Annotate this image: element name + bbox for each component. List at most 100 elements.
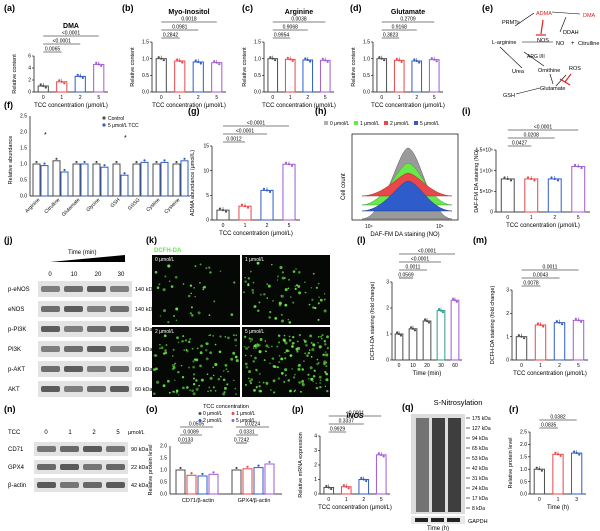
bar <box>284 58 296 93</box>
western-blot-n: TCC 0 1 2 5 μmol/L CD71 90 kDa GPX4 22 kDa β… <box>8 430 149 492</box>
x-tick-label: 0 <box>538 497 541 503</box>
x-tick-label: 0 <box>222 223 225 229</box>
p-value-label: 0.2842 <box>163 33 179 39</box>
data-point <box>413 58 416 61</box>
y-tick-label: 0.0 <box>142 90 149 96</box>
p-value-label: 0.0382 <box>550 415 566 421</box>
fluorescent-cell <box>248 379 252 383</box>
panel-letter-d: (d) <box>350 3 362 13</box>
data-point <box>535 466 538 469</box>
chart-p: 0 1 2 3 4 0 1 2 5 iNOS Relative mRNA expression TCC… <box>298 411 392 512</box>
blot-band <box>106 464 125 470</box>
blot-row-label: p-AKT <box>8 367 25 373</box>
legend-label-3: 5 μmol/L <box>420 121 439 127</box>
fluorescent-cell <box>276 345 279 348</box>
fluorescent-cell <box>251 288 255 292</box>
fluorescent-cell <box>220 375 222 378</box>
fluorescent-cell <box>316 362 319 366</box>
fluorescent-cell <box>175 319 178 322</box>
fluorescent-cell <box>254 344 257 346</box>
fluorescent-cell <box>153 354 157 357</box>
data-point <box>550 176 553 179</box>
chart-title: Glutamate <box>391 9 425 16</box>
x-tick-label: 0 <box>160 95 163 101</box>
bar <box>155 58 167 93</box>
fluorescent-cell <box>209 376 213 380</box>
fluorescent-cell <box>224 386 227 390</box>
blot-band <box>87 306 106 312</box>
x-tick-label: 0 <box>380 95 383 101</box>
fluorescent-cell <box>250 338 254 341</box>
blot-strip <box>38 361 132 377</box>
x-axis-label: TCC concentration (μmol/L) <box>262 103 336 109</box>
fluorescent-cell <box>154 270 158 274</box>
p-value-label: 0.0011 <box>406 265 421 271</box>
p-value-label: 0.0018 <box>181 17 197 23</box>
fluorescent-cell <box>272 300 274 302</box>
chart-title: iNOS <box>346 413 363 420</box>
fluorescent-cell <box>172 314 176 318</box>
fluorescent-cell <box>324 351 327 353</box>
fluorescent-cell <box>284 303 288 307</box>
fluorescent-cell <box>212 366 214 368</box>
fluorescent-cell <box>198 384 201 387</box>
data-point <box>176 58 179 61</box>
blot-row-label: p-eNOS <box>8 287 30 293</box>
fluorescent-cell <box>233 379 235 382</box>
y-tick-label: 2.0 <box>520 442 527 448</box>
p-value-label: <0.0001 <box>346 411 364 417</box>
data-point <box>423 318 427 321</box>
fluorescent-cell <box>281 271 285 274</box>
data-point <box>378 56 381 59</box>
fluorescent-cell <box>174 275 178 279</box>
x-tick-label: Glycine <box>85 197 101 213</box>
marker-label: 175 kDa <box>472 416 491 422</box>
data-point <box>415 59 418 63</box>
fluorescent-cell <box>280 313 283 316</box>
y-tick-label: 2 <box>314 463 317 469</box>
data-point <box>380 453 383 456</box>
blot-row-label: eNOS <box>8 307 24 313</box>
data-point <box>573 450 576 453</box>
blot-band <box>41 286 60 292</box>
fluorescent-cell <box>248 337 251 340</box>
fluorescent-cell <box>295 268 297 270</box>
fluorescent-cell <box>192 360 195 363</box>
fluorescent-cell <box>281 319 285 323</box>
fluorescent-cell <box>205 357 209 361</box>
data-point <box>455 300 459 303</box>
x-axis-label: TCC concentration (μmol/L) <box>513 371 587 377</box>
fluorescent-cell <box>276 275 280 278</box>
bar <box>93 63 105 93</box>
x-tick-label: 20 <box>424 363 430 369</box>
fluorescent-cell <box>298 270 301 274</box>
fluorescent-cell <box>312 380 314 383</box>
data-point <box>143 159 146 162</box>
fluorescent-cell <box>244 280 247 283</box>
data-point <box>268 190 272 193</box>
fluorescent-cell <box>183 349 186 351</box>
p-value-label: 0.0089 <box>183 430 199 436</box>
fluorescent-cell <box>265 381 269 385</box>
bar <box>267 58 279 93</box>
fluorescent-cell <box>192 365 195 369</box>
p-value-label: 0.0835 <box>541 423 557 429</box>
fluorescent-cell <box>280 357 284 361</box>
fluorescent-cell <box>307 351 311 355</box>
blot-band <box>64 286 83 292</box>
x-tick-label: GSSG <box>127 197 142 212</box>
node-no: NO <box>556 41 565 47</box>
legend-label-1: 1 μmol/L <box>360 121 379 127</box>
data-point <box>520 335 523 338</box>
p-value-label: 0.3823 <box>383 33 399 39</box>
p-value-label: 0.0065 <box>45 47 61 53</box>
data-point <box>380 57 383 60</box>
x-tick-label: Glutamate <box>61 197 82 218</box>
y-axis-label: Relative content <box>242 47 248 87</box>
data-point <box>573 163 577 167</box>
panel-letter-q: (q) <box>402 402 414 412</box>
fluorescent-cell <box>175 307 179 311</box>
fluorescent-cell <box>200 344 204 348</box>
fluorescent-cell <box>178 394 180 396</box>
blot-kda-label: 22 kDa <box>131 465 149 471</box>
